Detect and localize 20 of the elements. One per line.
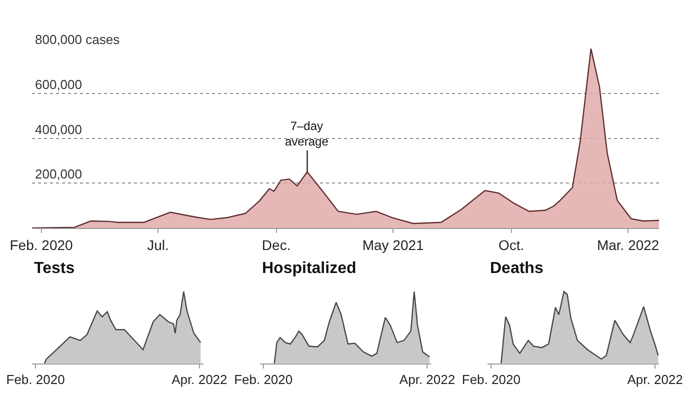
y-tick-label: 200,000 bbox=[35, 166, 82, 182]
x-tick-label: Mar. 2022 bbox=[596, 236, 660, 253]
chart-title: Tests bbox=[34, 260, 75, 277]
x-tick-label: Feb. 2020 bbox=[234, 372, 293, 387]
x-tick-label: Oct. bbox=[498, 236, 524, 253]
y-tick-label: 800,000 cases bbox=[35, 32, 120, 48]
x-tick-label: Feb. 2020 bbox=[6, 372, 65, 387]
x-tick-label: Apr. 2022 bbox=[172, 372, 228, 387]
chart-title: Hospitalized bbox=[262, 260, 356, 277]
y-tick-label: 400,000 bbox=[35, 122, 82, 137]
x-tick-label: Jul. bbox=[147, 236, 169, 253]
x-tick-label: Dec. bbox=[262, 236, 291, 253]
x-tick-label: Feb. 2020 bbox=[10, 236, 74, 253]
x-tick-label: Apr. 2022 bbox=[627, 372, 683, 387]
chart-title: Deaths bbox=[490, 260, 544, 277]
x-tick-label: Feb. 2020 bbox=[462, 372, 520, 387]
x-tick-label: Apr. 2022 bbox=[399, 372, 456, 387]
y-tick-label: 600,000 bbox=[35, 76, 82, 92]
annotation: 7–day average bbox=[285, 119, 329, 149]
x-tick-label: May 2021 bbox=[362, 236, 424, 253]
